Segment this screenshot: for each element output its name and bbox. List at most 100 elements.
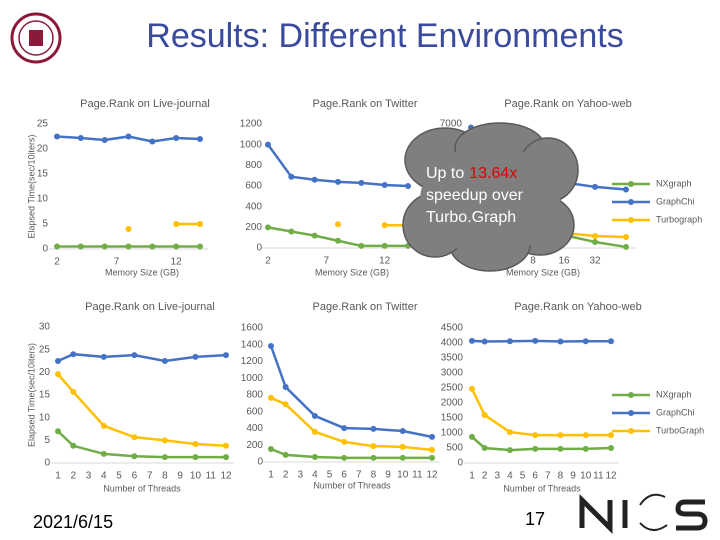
y-tick-label: 1500: [441, 413, 464, 424]
y-tick-label: 30: [39, 322, 51, 333]
data-point: [481, 445, 488, 451]
data-point: [341, 454, 348, 461]
data-point: [358, 179, 365, 186]
data-point: [506, 447, 513, 454]
x-tick-label: 5: [327, 470, 333, 481]
y-tick-label: 1400: [241, 339, 264, 350]
y-tick-label: 0: [256, 243, 262, 254]
x-tick-label: 8: [558, 471, 564, 482]
x-tick-label: 2: [54, 257, 60, 268]
data-point: [532, 445, 539, 452]
callout-prefix: Up to: [426, 165, 464, 182]
x-axis-title: Number of Threads: [313, 480, 391, 490]
y-tick-label: 1200: [240, 119, 263, 130]
legend-swatch: [628, 392, 634, 398]
chart-title: Page.Rank on Live-journal: [85, 301, 215, 313]
data-point: [481, 412, 488, 418]
x-tick-label: 2: [265, 256, 271, 267]
x-tick-label: 12: [220, 471, 232, 482]
data-point: [223, 442, 229, 449]
x-tick-label: 7: [147, 471, 153, 482]
legend-label: GraphChi: [656, 196, 695, 206]
data-point: [265, 224, 271, 231]
data-point: [192, 353, 199, 360]
x-tick-label: 5: [116, 471, 122, 482]
y-tick-label: 2000: [441, 398, 464, 409]
y-axis-title: Elapsed Time(sec/10iters): [26, 343, 36, 447]
data-point: [265, 141, 271, 148]
y-tick-label: 0: [457, 458, 463, 469]
y-tick-label: 20: [37, 144, 49, 155]
data-point: [623, 186, 629, 193]
x-tick-label: 4: [101, 471, 107, 482]
data-point: [370, 425, 377, 432]
y-tick-label: 0: [44, 458, 50, 469]
charts: Page.Rank on Live-journal Memory Size (GB…: [26, 98, 704, 493]
legend-swatch: [628, 217, 634, 223]
data-point: [311, 453, 318, 460]
x-tick-label: 11: [206, 471, 217, 482]
x-axis-title: Number of Threads: [103, 483, 181, 493]
x-tick-label: 12: [171, 257, 183, 268]
y-tick-label: 10: [37, 194, 49, 205]
chart-title: Page.Rank on Twitter: [313, 98, 418, 110]
x-tick-label: 8: [530, 256, 536, 267]
x-tick-label: 1: [268, 470, 274, 481]
series-line: [270, 396, 433, 452]
legend-swatch: [628, 181, 634, 187]
y-tick-label: 1000: [240, 139, 263, 150]
data-point: [282, 401, 289, 408]
data-point: [506, 338, 513, 345]
x-tick-label: 1: [55, 471, 61, 482]
data-point: [100, 450, 107, 457]
series-line: [269, 345, 433, 439]
data-point: [557, 338, 564, 345]
y-tick-label: 15: [37, 169, 49, 180]
y-tick-label: 3500: [441, 353, 464, 364]
data-point: [70, 388, 77, 395]
data-point: [77, 135, 84, 141]
legend-label: NXgraph: [656, 178, 692, 188]
legend-swatch: [628, 428, 634, 434]
x-tick-label: 32: [589, 256, 601, 267]
data-point: [131, 434, 138, 441]
y-tick-label: 4500: [441, 323, 464, 334]
data-point: [311, 428, 318, 435]
data-point: [623, 243, 629, 250]
data-point: [100, 422, 107, 429]
chart-title: Page.Rank on Yahoo-web: [514, 301, 641, 313]
data-point: [149, 243, 156, 250]
callout-text: Up to 13.64x: [426, 165, 517, 182]
series-line: [270, 447, 432, 460]
y-tick-label: 0: [257, 457, 263, 468]
data-point: [173, 135, 180, 141]
y-tick-label: 15: [39, 390, 51, 401]
data-point: [582, 432, 589, 439]
x-tick-label: 11: [412, 470, 423, 481]
x-tick-label: 7: [545, 471, 551, 482]
callout-text: Turbo.Graph: [426, 209, 516, 226]
x-tick-label: 6: [341, 470, 347, 481]
series-line: [57, 373, 227, 448]
data-point: [197, 243, 203, 250]
data-point: [161, 358, 168, 364]
slide-title: Results: Different Environments: [146, 17, 623, 55]
data-point: [161, 454, 168, 461]
university-logo: [10, 12, 62, 64]
x-tick-label: 16: [558, 256, 570, 267]
x-tick-label: 4: [507, 471, 513, 482]
y-tick-label: 25: [37, 119, 49, 130]
data-point: [101, 243, 108, 250]
data-point: [282, 451, 289, 458]
data-point: [370, 454, 377, 461]
data-point: [101, 137, 108, 143]
data-point: [429, 454, 435, 461]
data-point: [223, 352, 229, 359]
page-number: 17: [525, 509, 545, 529]
data-point: [335, 221, 341, 228]
y-axis-title: Elapsed Time(sec/10iters): [26, 134, 36, 238]
y-tick-label: 4000: [441, 338, 464, 349]
x-tick-label: 12: [379, 256, 391, 267]
data-point: [268, 394, 274, 401]
data-point: [557, 432, 564, 439]
